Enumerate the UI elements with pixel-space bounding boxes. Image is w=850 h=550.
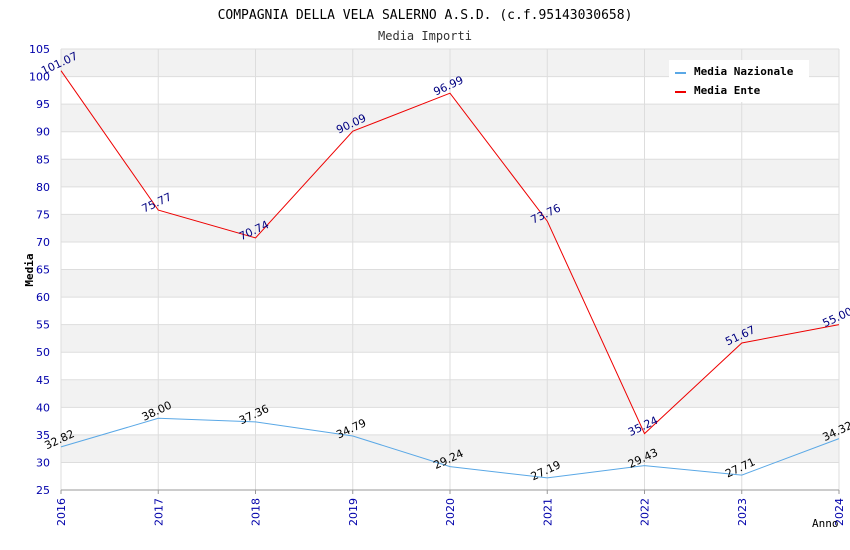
y-tick-label: 75: [36, 208, 50, 221]
data-label: 75.77: [140, 190, 174, 215]
x-tick-label: 2024: [833, 498, 846, 526]
y-tick-label: 65: [36, 264, 50, 277]
y-tick-label: 55: [36, 319, 50, 332]
legend-label: Media Nazionale: [694, 65, 794, 78]
series-line: [60, 417, 840, 479]
y-tick-label: 100: [29, 71, 50, 84]
x-tick-label: 2023: [736, 498, 749, 526]
y-tick-label: 25: [36, 484, 50, 497]
y-tick-label: 50: [36, 346, 50, 359]
y-tick-label: 60: [36, 291, 50, 304]
y-tick-label: 90: [36, 126, 50, 139]
y-tick-label: 105: [29, 43, 50, 56]
x-tick-label: 2022: [639, 498, 652, 526]
y-tick-label: 80: [36, 181, 50, 194]
y-tick-label: 45: [36, 374, 50, 387]
y-tick-label: 35: [36, 429, 50, 442]
x-tick-label: 2021: [541, 498, 554, 526]
x-axis-ticks: 2016 2017 2018 2019 2020 2021 2022 2023 2024: [55, 490, 846, 526]
x-axis-label: Anno: [812, 517, 839, 530]
chart-title: COMPAGNIA DELLA VELA SALERNO A.S.D. (c.f…: [218, 8, 633, 23]
x-tick-label: 2016: [55, 498, 68, 526]
y-tick-label: 40: [36, 401, 50, 414]
x-tick-label: 2017: [152, 498, 165, 526]
series-line: [60, 70, 840, 435]
y-tick-label: 30: [36, 456, 50, 469]
chart-subtitle: Media Importi: [378, 29, 472, 43]
legend: Media Nazionale Media Ente: [669, 60, 809, 102]
y-tick-label: 95: [36, 98, 50, 111]
y-tick-label: 85: [36, 153, 50, 166]
y-tick-label: 70: [36, 236, 50, 249]
x-tick-label: 2018: [250, 498, 263, 526]
data-label: 96.99: [431, 73, 465, 98]
y-axis-ticks: 25 30 35 40 45 50 55 60 65 70 75 80 85 90 95 100 105: [29, 43, 50, 497]
legend-label: Media Ente: [694, 84, 761, 97]
y-axis-label: Media: [23, 253, 36, 286]
x-tick-label: 2020: [444, 498, 457, 526]
x-tick-label: 2019: [347, 498, 360, 526]
legend-box: [669, 60, 809, 102]
